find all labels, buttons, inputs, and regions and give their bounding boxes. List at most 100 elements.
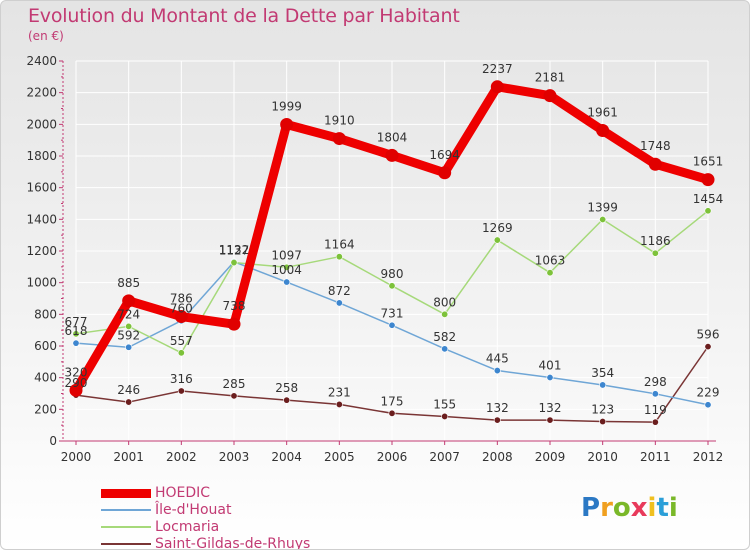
logo-letter: o [612, 493, 631, 523]
data-point [441, 345, 449, 353]
data-label: 1804 [377, 130, 408, 144]
data-label: 618 [65, 324, 88, 338]
x-tick-label: 2005 [324, 450, 355, 464]
x-tick-label: 2006 [377, 450, 408, 464]
data-label: 1132 [219, 243, 250, 257]
data-label: 760 [170, 302, 193, 316]
data-point [704, 401, 712, 409]
data-label: 731 [381, 306, 404, 320]
data-label: 596 [697, 328, 720, 342]
legend-label: Saint-Gildas-de-Rhuys [155, 536, 311, 550]
data-point [599, 381, 607, 389]
data-point [651, 418, 659, 426]
data-label: 229 [697, 386, 720, 400]
logo-letter: t [656, 493, 669, 523]
data-point [648, 157, 662, 171]
y-tick-label: 400 [34, 371, 57, 385]
data-label: 1999 [271, 99, 302, 113]
data-point [283, 396, 291, 404]
x-tick-label: 2008 [482, 450, 513, 464]
y-tick-label: 200 [34, 402, 57, 416]
data-label: 132 [486, 401, 509, 415]
data-point [283, 263, 291, 271]
legend-label: HOEDIC [155, 485, 211, 501]
legend-swatch [101, 488, 151, 498]
data-point [69, 383, 83, 397]
data-label: 1399 [587, 200, 618, 214]
data-point [177, 349, 185, 357]
y-tick-label: 2000 [26, 117, 57, 131]
data-label: 2181 [535, 71, 566, 85]
data-label: 401 [539, 359, 562, 373]
data-point [599, 418, 607, 426]
data-label: 582 [433, 330, 456, 344]
data-point [651, 390, 659, 398]
data-label: 132 [539, 401, 562, 415]
data-label: 980 [381, 267, 404, 281]
data-label: 175 [381, 394, 404, 408]
x-tick-label: 2003 [219, 450, 250, 464]
legend-swatch [101, 526, 151, 528]
data-point [599, 215, 607, 223]
data-label: 445 [486, 352, 509, 366]
x-tick-label: 2012 [693, 450, 724, 464]
data-point [125, 398, 133, 406]
y-tick-label: 800 [34, 307, 57, 321]
data-point [335, 400, 343, 408]
data-label: 354 [591, 366, 614, 380]
data-label: 1961 [587, 106, 618, 120]
data-label: 155 [433, 397, 456, 411]
x-tick-label: 2001 [113, 450, 144, 464]
legend-swatch [101, 543, 151, 545]
data-point [280, 117, 294, 131]
data-label: 800 [433, 295, 456, 309]
data-point [441, 412, 449, 420]
data-point [493, 367, 501, 375]
data-point [122, 294, 136, 308]
data-point [493, 236, 501, 244]
legend-swatch [101, 509, 151, 511]
data-label: 290 [65, 376, 88, 390]
data-point [125, 343, 133, 351]
data-label: 1097 [271, 248, 302, 262]
data-label: 1651 [693, 155, 724, 169]
data-label: 320 [65, 365, 88, 379]
x-tick-label: 2000 [61, 450, 92, 464]
data-label: 592 [117, 328, 140, 342]
data-point [704, 207, 712, 215]
data-label: 298 [644, 375, 667, 389]
data-label: 1269 [482, 221, 513, 235]
data-label: 1186 [640, 234, 671, 248]
data-label: 1454 [693, 192, 724, 206]
x-tick-label: 2009 [535, 450, 566, 464]
data-label: 2237 [482, 62, 513, 76]
data-point [651, 249, 659, 257]
data-label: 786 [170, 292, 193, 306]
data-label: 724 [117, 307, 140, 321]
y-tick-label: 1200 [26, 244, 57, 258]
x-tick-label: 2007 [429, 450, 460, 464]
data-point [177, 387, 185, 395]
data-point [493, 416, 501, 424]
proxiti-logo: Proxiti [581, 493, 678, 523]
chart-title: Evolution du Montant de la Dette par Hab… [28, 5, 460, 27]
logo-letter: i [647, 493, 657, 523]
data-point [332, 132, 346, 146]
y-tick-label: 600 [34, 339, 57, 353]
y-tick-label: 0 [49, 434, 57, 448]
data-label: 119 [644, 403, 667, 417]
logo-letter: x [630, 493, 648, 523]
data-point [125, 322, 133, 330]
logo-letter: P [581, 493, 601, 523]
data-label: 885 [117, 276, 140, 290]
data-point [701, 173, 715, 187]
logo-letter: r [600, 493, 613, 523]
data-label: 1748 [640, 139, 671, 153]
data-label: 246 [117, 383, 140, 397]
data-point [388, 282, 396, 290]
data-point [438, 166, 452, 180]
y-tick-label: 1600 [26, 181, 57, 195]
data-point [388, 321, 396, 329]
